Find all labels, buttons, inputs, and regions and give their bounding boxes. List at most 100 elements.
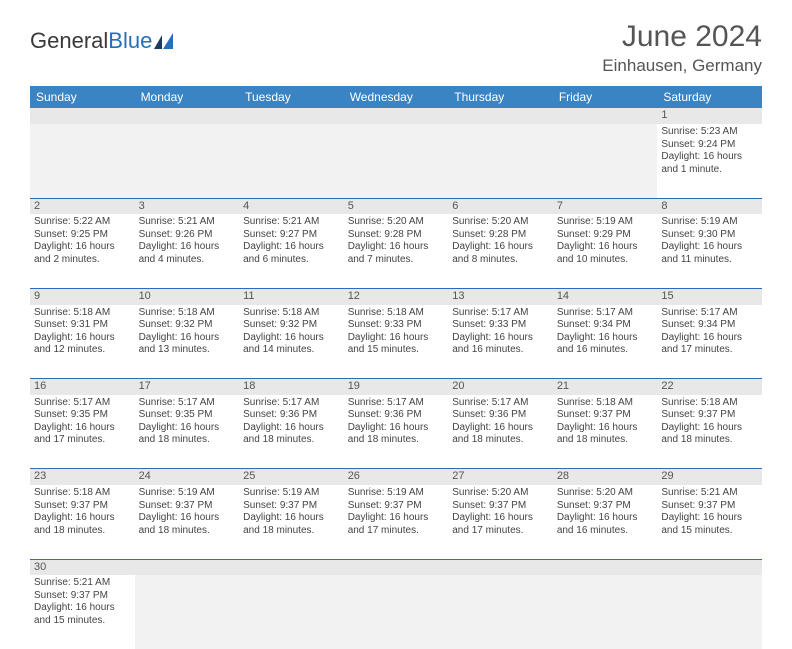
day-number: 5: [344, 198, 449, 214]
day-number: 11: [239, 288, 344, 304]
sunset-line: Sunset: 9:28 PM: [348, 229, 445, 242]
empty-daynum: [239, 108, 344, 124]
sunset-line: Sunset: 9:37 PM: [557, 409, 654, 422]
weekday-header: Saturday: [657, 86, 762, 108]
empty-daynum: [135, 559, 240, 575]
weekday-header: Thursday: [448, 86, 553, 108]
day-number: 15: [657, 288, 762, 304]
sunrise-line: Sunrise: 5:18 AM: [139, 307, 236, 320]
sunrise-line: Sunrise: 5:22 AM: [34, 216, 131, 229]
sunrise-line: Sunrise: 5:21 AM: [661, 487, 758, 500]
empty-daynum: [553, 559, 658, 575]
daylight-line: Daylight: 16 hours and 17 minutes.: [34, 422, 131, 447]
daylight-line: Daylight: 16 hours and 15 minutes.: [34, 602, 131, 627]
sunset-line: Sunset: 9:37 PM: [452, 500, 549, 513]
day-number: 3: [135, 198, 240, 214]
daylight-line: Daylight: 16 hours and 10 minutes.: [557, 241, 654, 266]
sunset-line: Sunset: 9:34 PM: [557, 319, 654, 332]
sunrise-line: Sunrise: 5:18 AM: [557, 397, 654, 410]
day-number: 28: [553, 469, 658, 485]
day-cell: Sunrise: 5:17 AMSunset: 9:35 PMDaylight:…: [30, 395, 135, 469]
empty-cell: [344, 124, 449, 198]
daylight-line: Daylight: 16 hours and 18 minutes.: [557, 422, 654, 447]
sunset-line: Sunset: 9:29 PM: [557, 229, 654, 242]
day-number: 13: [448, 288, 553, 304]
sunrise-line: Sunrise: 5:18 AM: [243, 307, 340, 320]
brand-part2: Blue: [108, 28, 152, 54]
sunset-line: Sunset: 9:36 PM: [452, 409, 549, 422]
daylight-line: Daylight: 16 hours and 17 minutes.: [348, 512, 445, 537]
sunrise-line: Sunrise: 5:19 AM: [243, 487, 340, 500]
empty-cell: [239, 124, 344, 198]
day-number: 24: [135, 469, 240, 485]
sunrise-line: Sunrise: 5:20 AM: [452, 487, 549, 500]
day-number: 20: [448, 379, 553, 395]
empty-daynum: [553, 108, 658, 124]
sunrise-line: Sunrise: 5:17 AM: [348, 397, 445, 410]
day-number: 2: [30, 198, 135, 214]
day-number: 23: [30, 469, 135, 485]
day-cell: Sunrise: 5:18 AMSunset: 9:31 PMDaylight:…: [30, 305, 135, 379]
sunrise-line: Sunrise: 5:19 AM: [557, 216, 654, 229]
empty-daynum: [448, 559, 553, 575]
weekday-header: Sunday: [30, 86, 135, 108]
empty-daynum: [344, 108, 449, 124]
day-cell: Sunrise: 5:21 AMSunset: 9:37 PMDaylight:…: [657, 485, 762, 559]
weekday-header: Monday: [135, 86, 240, 108]
sunset-line: Sunset: 9:34 PM: [661, 319, 758, 332]
sunrise-line: Sunrise: 5:18 AM: [34, 487, 131, 500]
sunset-line: Sunset: 9:37 PM: [557, 500, 654, 513]
day-cell: Sunrise: 5:17 AMSunset: 9:36 PMDaylight:…: [239, 395, 344, 469]
daynum-row: 16171819202122: [30, 379, 762, 395]
day-number: 16: [30, 379, 135, 395]
daylight-line: Daylight: 16 hours and 2 minutes.: [34, 241, 131, 266]
day-cell: Sunrise: 5:17 AMSunset: 9:34 PMDaylight:…: [553, 305, 658, 379]
daylight-line: Daylight: 16 hours and 15 minutes.: [661, 512, 758, 537]
weekday-header-row: SundayMondayTuesdayWednesdayThursdayFrid…: [30, 86, 762, 108]
day-cell: Sunrise: 5:19 AMSunset: 9:37 PMDaylight:…: [239, 485, 344, 559]
day-number: 21: [553, 379, 658, 395]
day-cell: Sunrise: 5:18 AMSunset: 9:37 PMDaylight:…: [657, 395, 762, 469]
day-number: 12: [344, 288, 449, 304]
sunset-line: Sunset: 9:27 PM: [243, 229, 340, 242]
sunset-line: Sunset: 9:33 PM: [348, 319, 445, 332]
sunset-line: Sunset: 9:37 PM: [139, 500, 236, 513]
day-number: 27: [448, 469, 553, 485]
daylight-line: Daylight: 16 hours and 18 minutes.: [139, 512, 236, 537]
day-number: 1: [657, 108, 762, 124]
weekday-header: Friday: [553, 86, 658, 108]
day-number: 9: [30, 288, 135, 304]
sunrise-line: Sunrise: 5:17 AM: [34, 397, 131, 410]
day-cell: Sunrise: 5:22 AMSunset: 9:25 PMDaylight:…: [30, 214, 135, 288]
day-number: 10: [135, 288, 240, 304]
sunrise-line: Sunrise: 5:19 AM: [661, 216, 758, 229]
sunrise-line: Sunrise: 5:21 AM: [139, 216, 236, 229]
daylight-line: Daylight: 16 hours and 13 minutes.: [139, 332, 236, 357]
flag-icon: [154, 31, 178, 49]
day-cell: Sunrise: 5:17 AMSunset: 9:36 PMDaylight:…: [448, 395, 553, 469]
empty-daynum: [344, 559, 449, 575]
day-cell: Sunrise: 5:17 AMSunset: 9:34 PMDaylight:…: [657, 305, 762, 379]
day-cell: Sunrise: 5:19 AMSunset: 9:37 PMDaylight:…: [135, 485, 240, 559]
empty-cell: [344, 575, 449, 649]
empty-daynum: [657, 559, 762, 575]
day-cell: Sunrise: 5:20 AMSunset: 9:28 PMDaylight:…: [344, 214, 449, 288]
sunset-line: Sunset: 9:33 PM: [452, 319, 549, 332]
daylight-line: Daylight: 16 hours and 15 minutes.: [348, 332, 445, 357]
day-cell: Sunrise: 5:18 AMSunset: 9:32 PMDaylight:…: [239, 305, 344, 379]
daynum-row: 9101112131415: [30, 288, 762, 304]
empty-cell: [239, 575, 344, 649]
day-cell: Sunrise: 5:18 AMSunset: 9:37 PMDaylight:…: [553, 395, 658, 469]
month-title: June 2024: [602, 20, 762, 54]
location-label: Einhausen, Germany: [602, 56, 762, 76]
day-cell: Sunrise: 5:20 AMSunset: 9:28 PMDaylight:…: [448, 214, 553, 288]
day-number: 30: [30, 559, 135, 575]
week-row: Sunrise: 5:21 AMSunset: 9:37 PMDaylight:…: [30, 575, 762, 649]
sunrise-line: Sunrise: 5:20 AM: [348, 216, 445, 229]
day-cell: Sunrise: 5:19 AMSunset: 9:30 PMDaylight:…: [657, 214, 762, 288]
day-number: 17: [135, 379, 240, 395]
empty-daynum: [135, 108, 240, 124]
brand-logo: GeneralBlue: [30, 28, 178, 54]
sunset-line: Sunset: 9:35 PM: [34, 409, 131, 422]
sunset-line: Sunset: 9:32 PM: [139, 319, 236, 332]
